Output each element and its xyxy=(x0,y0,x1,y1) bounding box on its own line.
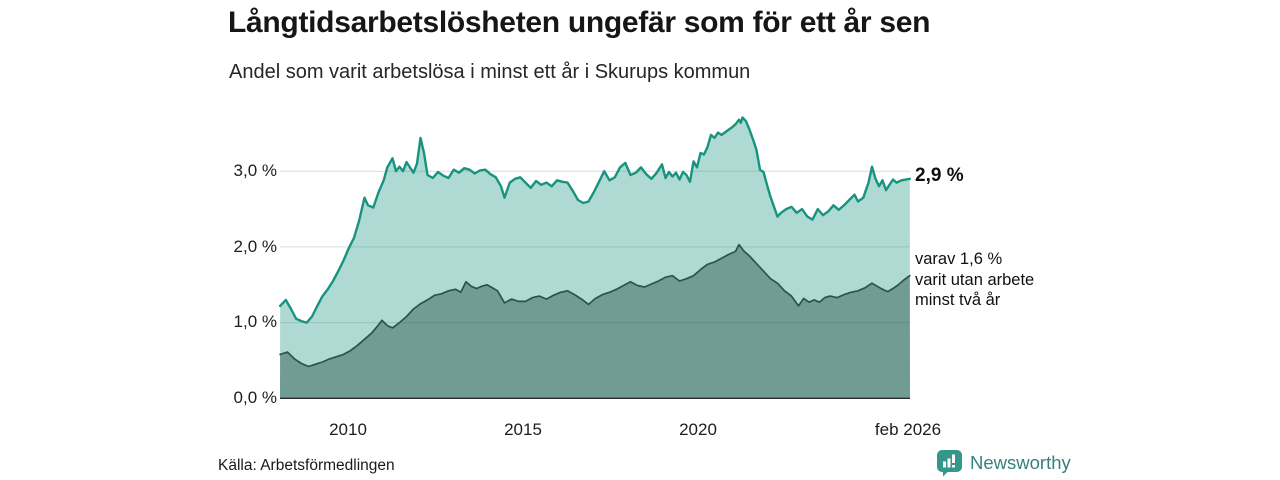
x-axis-tick-2020: 2020 xyxy=(679,420,717,439)
source-attribution: Källa: Arbetsförmedlingen xyxy=(218,457,395,474)
series-end-label-subset: varav 1,6 % varit utan arbete minst två … xyxy=(915,249,1034,311)
newsworthy-wordmark: Newsworthy xyxy=(970,452,1071,473)
subset-label-line-1: varav 1,6 % xyxy=(915,250,1003,268)
series-end-label-total: 2,9 % xyxy=(915,165,964,186)
x-axis-tick-2015: 2015 xyxy=(504,420,542,439)
y-axis-tick-0: 0,0 % xyxy=(233,388,277,407)
subset-label-line-3: minst två år xyxy=(915,291,1001,309)
chart-subtitle: Andel som varit arbetslösa i minst ett å… xyxy=(229,61,751,83)
subset-label-line-2: varit utan arbete xyxy=(915,270,1035,289)
y-axis-tick-1: 1,0 % xyxy=(233,312,277,331)
bar-chart-glyph xyxy=(943,454,955,468)
y-axis-tick-2: 2,0 % xyxy=(233,237,277,256)
x-axis-tick-2010: 2010 xyxy=(329,420,367,439)
newsworthy-logo[interactable]: Newsworthy xyxy=(936,449,1071,477)
newsworthy-icon xyxy=(937,450,962,477)
page-title: Långtidsarbetslösheten ungefär som för e… xyxy=(228,6,931,39)
y-axis-tick-3: 3,0 % xyxy=(233,161,277,180)
x-axis-tick-feb-2026: feb 2026 xyxy=(874,420,942,439)
